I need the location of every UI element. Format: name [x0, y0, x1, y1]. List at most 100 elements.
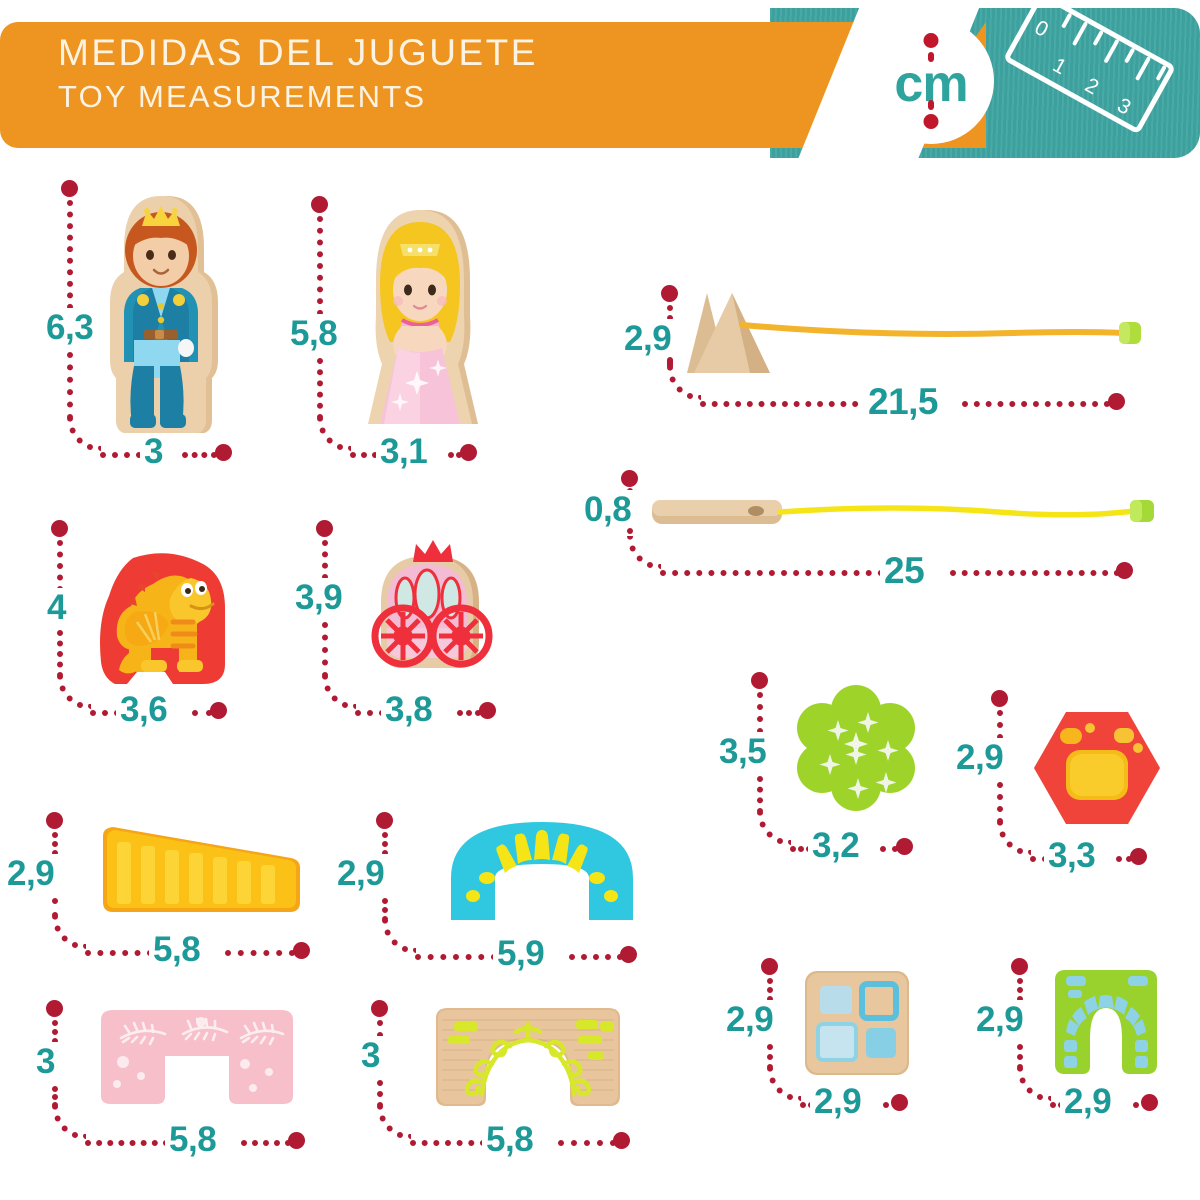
measure-line-vertical — [322, 540, 328, 580]
measure-line-horizontal-b — [192, 710, 212, 716]
badge-dot-top-icon — [923, 33, 939, 48]
measure-label-height: 2,9 — [952, 738, 1008, 778]
measure-corner — [997, 822, 1031, 856]
measure-line-horizontal-a — [700, 401, 870, 407]
measure-line-vertical-lower — [627, 528, 633, 538]
measure-line-horizontal-b — [448, 452, 462, 458]
measure-label-height: 0,8 — [580, 490, 636, 530]
measure-line-horizontal-a — [350, 452, 378, 458]
measure-dot-top — [751, 672, 768, 689]
dragon-toy-graphic — [95, 544, 235, 694]
item-pink-gate: 3 5,8 — [32, 1000, 355, 1160]
ramp-block-graphic — [95, 820, 305, 920]
measure-corner — [52, 1106, 86, 1140]
measure-dot-right — [1116, 562, 1133, 579]
measure-label-height: 3 — [357, 1036, 384, 1076]
pink-gate-block-graphic — [97, 1008, 297, 1108]
measure-line-vertical-lower — [52, 898, 58, 918]
ruler-mark-3: 3 — [1113, 93, 1135, 120]
measure-line-vertical — [52, 1020, 58, 1044]
measure-line-vertical — [382, 832, 388, 856]
ruler-mark-2: 2 — [1081, 73, 1103, 100]
measure-corner — [322, 676, 356, 710]
measure-line-vertical-lower — [322, 622, 328, 678]
measure-line-vertical-lower — [377, 1080, 383, 1108]
measure-dot-top — [376, 812, 393, 829]
header-titles: MEDIDAS DEL JUGUETE TOY MEASUREMENTS — [58, 32, 538, 115]
measure-dot-top — [761, 958, 778, 975]
measure-line-horizontal-a — [410, 1140, 486, 1146]
measure-line-horizontal-a — [1030, 856, 1048, 862]
measure-dot-top — [371, 1000, 388, 1017]
item-blue-arch: 2,9 5,9 — [333, 812, 675, 974]
measure-dot-right — [896, 838, 913, 855]
item-dragon: 4 3,6 — [40, 520, 280, 740]
measure-label-width: 25 — [880, 550, 929, 592]
measure-line-vertical — [667, 305, 673, 321]
hexagon-block-graphic — [1030, 708, 1164, 828]
measure-label-height: 2,9 — [3, 854, 59, 894]
measure-label-height: 5,8 — [286, 314, 342, 354]
measure-line-horizontal-b — [558, 1140, 616, 1146]
item-prince: 6,3 3 — [42, 180, 280, 480]
item-wood-bridge: 3 5,8 — [357, 1000, 680, 1160]
item-ramp: 2,9 5,8 — [3, 812, 345, 970]
measure-line-vertical — [67, 200, 73, 310]
measure-dot-right — [1130, 848, 1147, 865]
measure-label-height: 3,9 — [291, 578, 347, 618]
cm-unit-badge: cm — [868, 18, 994, 144]
measure-label-width: 3,1 — [376, 432, 432, 472]
measure-line-horizontal-a — [85, 950, 153, 956]
measure-line-vertical-lower — [57, 630, 63, 678]
princess-toy-graphic — [358, 202, 488, 434]
carriage-toy-graphic — [357, 532, 509, 692]
measure-corner — [52, 916, 86, 950]
measure-line-horizontal-a — [100, 452, 142, 458]
measure-corner — [382, 920, 416, 954]
measure-line-horizontal-a — [1050, 1102, 1064, 1108]
page-title-en: TOY MEASUREMENTS — [58, 78, 427, 114]
fishing-rod-graphic — [648, 486, 1168, 536]
measure-line-horizontal-a — [800, 1102, 814, 1108]
measure-line-horizontal-a — [90, 710, 120, 716]
measure-label-width: 3 — [140, 432, 167, 472]
measure-label-width: 2,9 — [810, 1082, 866, 1122]
measure-line-horizontal-b — [182, 452, 217, 458]
measure-line-vertical — [767, 978, 773, 1002]
measure-line-horizontal-a — [660, 570, 884, 576]
measure-line-vertical — [52, 832, 58, 856]
measure-label-height: 3,5 — [715, 732, 771, 772]
prince-toy-graphic — [106, 188, 228, 434]
blue-arch-block-graphic — [447, 816, 637, 924]
measure-line-horizontal-a — [85, 1140, 169, 1146]
badge-tick-top-icon — [928, 52, 934, 62]
measure-label-width: 3,2 — [808, 826, 864, 866]
measure-dot-top — [311, 196, 328, 213]
measure-corner — [67, 418, 101, 452]
measure-line-vertical-lower — [667, 357, 673, 369]
item-hexagon: 2,9 3,3 — [952, 690, 1190, 885]
measure-line-vertical-lower — [1017, 1044, 1023, 1070]
measure-line-vertical-lower — [317, 358, 323, 420]
measure-label-width: 3,8 — [381, 690, 437, 730]
measure-label-width: 3,3 — [1044, 836, 1100, 876]
measure-dot-right — [215, 444, 232, 461]
page-title-es: MEDIDAS DEL JUGUETE — [58, 32, 538, 73]
measure-label-height: 2,9 — [333, 854, 389, 894]
measure-line-horizontal-b — [962, 401, 1110, 407]
measure-label-height: 2,9 — [722, 1000, 778, 1040]
item-carriage: 3,9 3,8 — [291, 520, 545, 740]
header-banner: MEDIDAS DEL JUGUETE TOY MEASUREMENTS cm … — [0, 0, 1200, 170]
badge-tick-bottom-icon — [928, 100, 934, 110]
measure-line-horizontal-b — [457, 710, 481, 716]
measure-label-height: 2,9 — [620, 319, 676, 359]
measure-line-vertical — [757, 692, 763, 734]
measure-dot-top — [621, 470, 638, 487]
measure-dot-top — [316, 520, 333, 537]
measure-line-horizontal-b — [1116, 856, 1132, 862]
measure-line-horizontal-b — [883, 1102, 893, 1108]
measure-label-width: 3,6 — [116, 690, 172, 730]
measure-dot-right — [613, 1132, 630, 1149]
measure-dot-top — [46, 812, 63, 829]
